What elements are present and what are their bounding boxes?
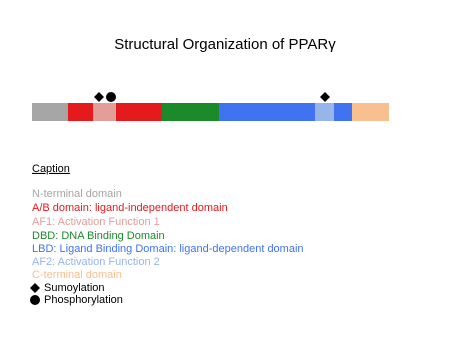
legend-item: DBD: DNA Binding Domain (32, 230, 165, 242)
c-terminal (352, 103, 389, 121)
phosphorylation-marker (106, 92, 116, 102)
dbd (162, 103, 219, 121)
legend-item: C-terminal domain (32, 269, 122, 281)
legend-item: AF2: Activation Function 2 (32, 256, 160, 268)
ab-domain (68, 103, 93, 121)
phosphorylation-symbol (30, 295, 40, 305)
n-terminal (32, 103, 68, 121)
legend-item: A/B domain: ligand-independent domain (32, 202, 228, 214)
lbd (334, 103, 352, 121)
sumoylation-symbol (30, 283, 40, 293)
ab-domain (116, 103, 162, 121)
title: Structural Organization of PPARγ (114, 36, 336, 53)
legend-item: LBD: Ligand Binding Domain: ligand-depen… (32, 243, 304, 255)
protein-bar (32, 103, 389, 121)
legend-item: Phosphorylation (44, 294, 123, 306)
af1 (93, 103, 116, 121)
sumoylation-marker (94, 92, 104, 102)
af2 (315, 103, 334, 121)
legend-item: AF1: Activation Function 1 (32, 216, 160, 228)
legend-item: Sumoylation (44, 282, 105, 294)
caption-heading: Caption (32, 163, 70, 175)
lbd (219, 103, 315, 121)
legend-item: N-terminal domain (32, 188, 122, 200)
sumoylation-marker (320, 92, 330, 102)
